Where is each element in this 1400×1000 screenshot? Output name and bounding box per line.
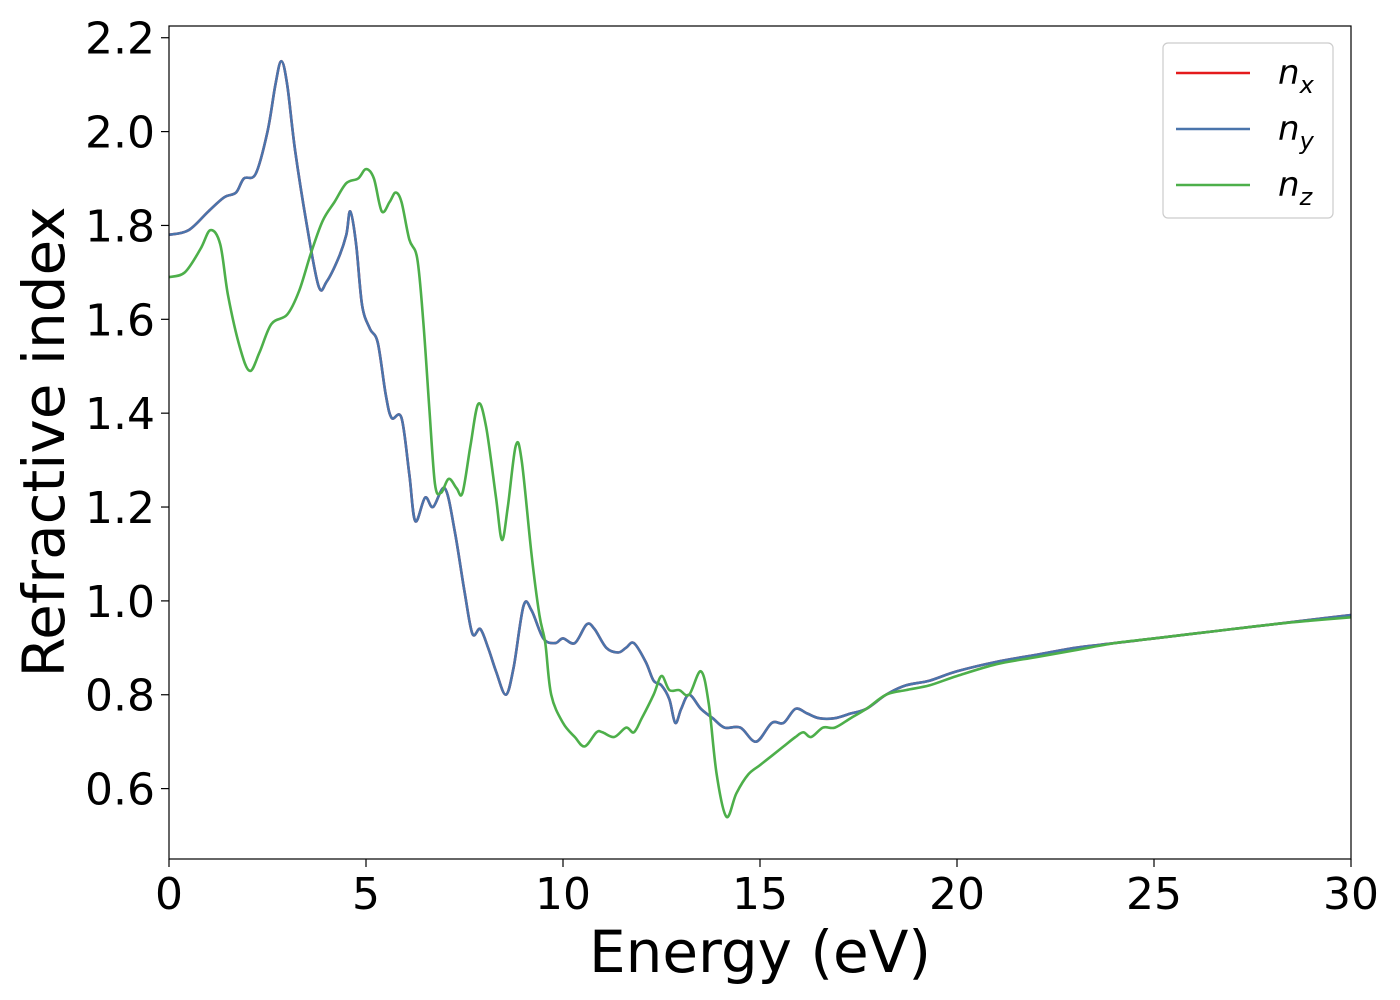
legend: nx ny nz bbox=[1162, 42, 1334, 219]
y-tick-label: 2.0 bbox=[85, 108, 155, 159]
legend-label-n_y: ny bbox=[1278, 109, 1315, 155]
x-tick-label: 0 bbox=[155, 869, 183, 920]
y-axis: 0.6 0.8 1.0 1.2 1.4 1.6 1.8 2.0 2.2 bbox=[85, 14, 169, 816]
y-axis-title: Refractive index bbox=[10, 206, 78, 677]
x-tick-label: 30 bbox=[1323, 869, 1379, 920]
x-axis-title: Energy (eV) bbox=[589, 918, 931, 986]
series-line-n_z bbox=[169, 167, 1351, 819]
x-tick-label: 25 bbox=[1126, 869, 1182, 920]
y-tick-label: 1.8 bbox=[85, 201, 155, 252]
x-tick-label: 15 bbox=[732, 869, 788, 920]
x-tick-label: 10 bbox=[535, 869, 591, 920]
x-tick-label: 5 bbox=[352, 869, 380, 920]
y-tick-label: 1.4 bbox=[85, 389, 155, 440]
x-axis: 0 5 10 15 20 25 30 bbox=[155, 859, 1379, 920]
y-tick-label: 1.0 bbox=[85, 577, 155, 628]
legend-label-n_x: nx bbox=[1278, 53, 1315, 99]
y-tick-label: 1.6 bbox=[85, 295, 155, 346]
series-layer bbox=[169, 59, 1351, 819]
y-tick-label: 1.2 bbox=[85, 483, 155, 534]
legend-label-n_z: nz bbox=[1278, 165, 1314, 211]
y-tick-label: 0.6 bbox=[85, 765, 155, 816]
y-tick-label: 2.2 bbox=[85, 14, 155, 65]
legend-box bbox=[1162, 42, 1334, 219]
y-tick-label: 0.8 bbox=[85, 671, 155, 722]
x-tick-label: 20 bbox=[929, 869, 985, 920]
